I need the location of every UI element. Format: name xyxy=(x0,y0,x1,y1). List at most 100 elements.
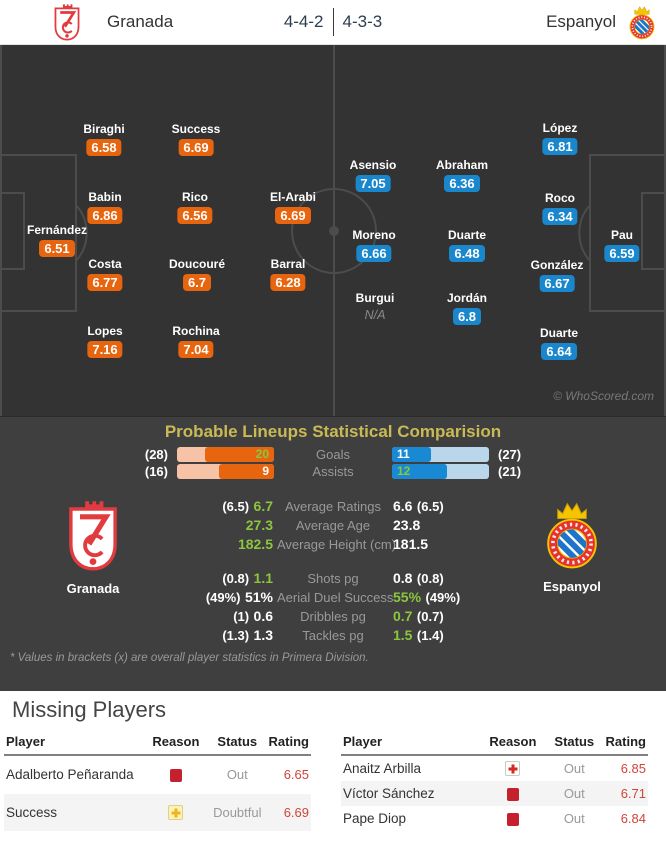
away-player[interactable]: Duarte 6.64 xyxy=(540,326,578,361)
away-stat-value: 55% (49%) xyxy=(389,589,578,607)
away-player[interactable]: Pau 6.59 xyxy=(604,228,640,263)
home-player[interactable]: Babin 6.86 xyxy=(87,190,123,225)
away-player[interactable]: Duarte 6.48 xyxy=(448,228,486,263)
missing-player-name[interactable]: Anaitz Arbilla xyxy=(343,761,422,776)
away-player[interactable]: Roco 6.34 xyxy=(542,191,578,226)
stat-text-row: (1.3) 1.3 Tackles pg 1.5 (1.4) xyxy=(0,626,666,645)
away-value: 181.5 xyxy=(393,535,429,552)
table-header-row: Player Reason Status Rating xyxy=(341,731,648,756)
away-player[interactable]: Burgui N/A xyxy=(356,291,395,322)
player-rating-badge: 6.67 xyxy=(539,275,575,292)
missing-player-row: Adalberto Peñaranda Out 6.65 xyxy=(4,755,311,794)
home-player[interactable]: Doucouré 6.7 xyxy=(169,257,225,292)
player-rating-badge: 6.69 xyxy=(275,207,311,224)
stat-label: Assists xyxy=(312,464,354,479)
home-team-header[interactable]: Granada xyxy=(53,0,173,44)
away-bracket: (0.7) xyxy=(416,608,444,624)
espanyol-crest-icon xyxy=(626,4,658,40)
red-card-icon xyxy=(506,812,519,826)
home-missing-table: Player Reason Status Rating Adalberto Peñara… xyxy=(4,731,311,831)
away-team-header[interactable]: Espanyol xyxy=(546,0,658,44)
missing-player-row: Víctor Sánchez Out 6.71 xyxy=(341,781,648,806)
away-stat-bar: 12 xyxy=(392,464,489,479)
missing-player-rating: 6.65 xyxy=(283,767,309,783)
stat-bar-row: (16) 9 Assists 12 (21) xyxy=(0,464,666,479)
stat-label: Aerial Duel Success xyxy=(277,590,394,605)
player-rating-badge: 6.86 xyxy=(87,207,123,224)
player-name: Doucouré xyxy=(168,257,226,271)
away-formation: 4-3-3 xyxy=(342,12,383,31)
away-player[interactable]: Moreno 6.66 xyxy=(352,228,396,263)
missing-player-row: Pape Diop Out 6.84 xyxy=(341,806,648,831)
column-header-status: Status xyxy=(209,731,265,756)
player-name: Rico xyxy=(181,190,208,204)
home-bracket: (0.8) xyxy=(222,570,250,586)
player-name: Lopes xyxy=(87,324,123,338)
away-value: 55% xyxy=(393,588,422,605)
home-player[interactable]: Biraghi 6.58 xyxy=(83,122,125,157)
missing-player-reason xyxy=(479,781,547,806)
home-player[interactable]: Rochina 7.04 xyxy=(172,324,220,359)
home-stat-value: (6.5) 6.7 xyxy=(88,498,277,516)
home-bracket: (6.5) xyxy=(222,498,250,514)
home-bar-value: 9 xyxy=(219,464,274,479)
stat-label: Dribbles pg xyxy=(300,609,366,624)
away-crest-block[interactable]: Espanyol xyxy=(517,497,627,594)
away-stat-value: 0.8 (0.8) xyxy=(389,570,578,588)
missing-player-name[interactable]: Adalberto Peñaranda xyxy=(6,767,134,783)
home-bar-value: 20 xyxy=(204,447,274,462)
home-player[interactable]: El-Arabi 6.69 xyxy=(270,190,316,225)
watermark: © WhoScored.com xyxy=(553,389,654,403)
missing-player-rating: 6.84 xyxy=(620,811,646,826)
home-player[interactable]: Rico 6.56 xyxy=(177,190,213,225)
missing-player-status: Out xyxy=(563,811,585,826)
home-player[interactable]: Costa 6.77 xyxy=(87,257,123,292)
player-name: López xyxy=(542,121,578,135)
player-name: Duarte xyxy=(539,326,579,340)
player-rating-badge: 6.69 xyxy=(178,139,214,156)
missing-player-name[interactable]: Víctor Sánchez xyxy=(343,786,435,801)
home-player[interactable]: Lopes 7.16 xyxy=(87,324,123,359)
away-player[interactable]: López 6.81 xyxy=(542,121,578,156)
stat-text-rows: (6.5) 6.7 Average Ratings 6.6 (6.5) 27.3 Ave… xyxy=(0,497,666,645)
away-bracket: (49%) xyxy=(425,589,461,605)
pitch-markings xyxy=(0,45,666,416)
stat-bar-rows: (28) 20 Goals 11 (27) (16) 9 Assists 12 (21) xyxy=(0,447,666,479)
stats-footnote: * Values in brackets (x) are overall pla… xyxy=(10,652,369,664)
away-value: 1.5 xyxy=(393,626,413,643)
away-bracket-value: (27) xyxy=(498,447,522,462)
red-card-icon xyxy=(506,787,519,801)
away-player[interactable]: Jordán 6.8 xyxy=(447,291,487,326)
home-bracket: (49%) xyxy=(205,589,241,605)
stat-text-group: (6.5) 6.7 Average Ratings 6.6 (6.5) 27.3 Ave… xyxy=(0,497,666,554)
player-name: González xyxy=(530,258,584,272)
column-header-reason: Reason xyxy=(479,731,547,756)
home-player[interactable]: Success 6.69 xyxy=(172,122,220,157)
missing-player-name[interactable]: Success xyxy=(6,804,58,820)
column-header-player: Player xyxy=(4,731,143,756)
away-missing-table: Player Reason Status Rating Anaitz Arbilla Ou… xyxy=(341,731,648,831)
player-rating-badge: 6.56 xyxy=(177,207,213,224)
home-crest-block[interactable]: Granada xyxy=(38,497,148,596)
stat-text-row: 182.5 Average Height (cm) 181.5 xyxy=(0,535,666,554)
away-value: 0.8 xyxy=(393,569,413,586)
player-name: Barral xyxy=(270,257,306,271)
away-value: 6.6 xyxy=(393,497,413,514)
column-header-rating: Rating xyxy=(264,731,311,756)
table-header-row: Player Reason Status Rating xyxy=(4,731,311,756)
away-player[interactable]: González 6.67 xyxy=(530,258,584,293)
home-player[interactable]: Fernández 6.51 xyxy=(27,223,87,258)
granada-crest-icon xyxy=(67,497,119,573)
home-value: 182.5 xyxy=(237,535,273,552)
red-card-icon xyxy=(169,769,182,783)
away-stat-value: 23.8 xyxy=(389,517,578,535)
missing-player-status: Out xyxy=(563,786,585,801)
away-player[interactable]: Abraham 6.36 xyxy=(436,158,488,193)
away-stat-bar: 11 xyxy=(392,447,489,462)
missing-player-rating: 6.85 xyxy=(620,761,646,776)
away-player[interactable]: Asensio 7.05 xyxy=(350,158,396,193)
missing-player-name[interactable]: Pape Diop xyxy=(343,811,407,826)
home-player[interactable]: Barral 6.28 xyxy=(270,257,306,292)
home-stat-value: (0.8) 1.1 xyxy=(88,570,277,588)
